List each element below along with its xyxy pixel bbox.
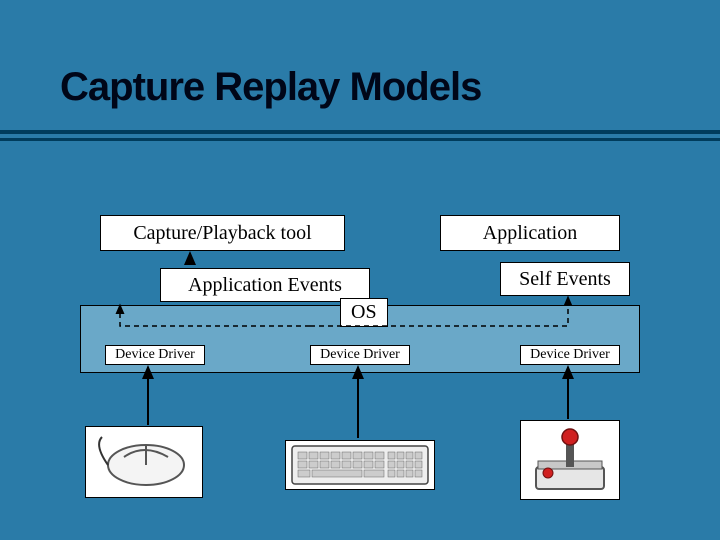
joystick-icon bbox=[520, 420, 620, 500]
device-driver-box: Device Driver bbox=[310, 345, 410, 365]
self-events-box: Self Events bbox=[500, 262, 630, 296]
title-rule-1 bbox=[0, 130, 720, 134]
application-events-box: Application Events bbox=[160, 268, 370, 302]
slide-title: Capture Replay Models bbox=[60, 65, 481, 110]
capture-playback-box: Capture/Playback tool bbox=[100, 215, 345, 251]
application-box: Application bbox=[440, 215, 620, 251]
mouse-icon bbox=[85, 426, 203, 498]
title-rule-2 bbox=[0, 138, 720, 141]
os-label: OS bbox=[340, 298, 388, 327]
keyboard-icon bbox=[285, 440, 435, 490]
device-driver-box: Device Driver bbox=[105, 345, 205, 365]
device-driver-box: Device Driver bbox=[520, 345, 620, 365]
